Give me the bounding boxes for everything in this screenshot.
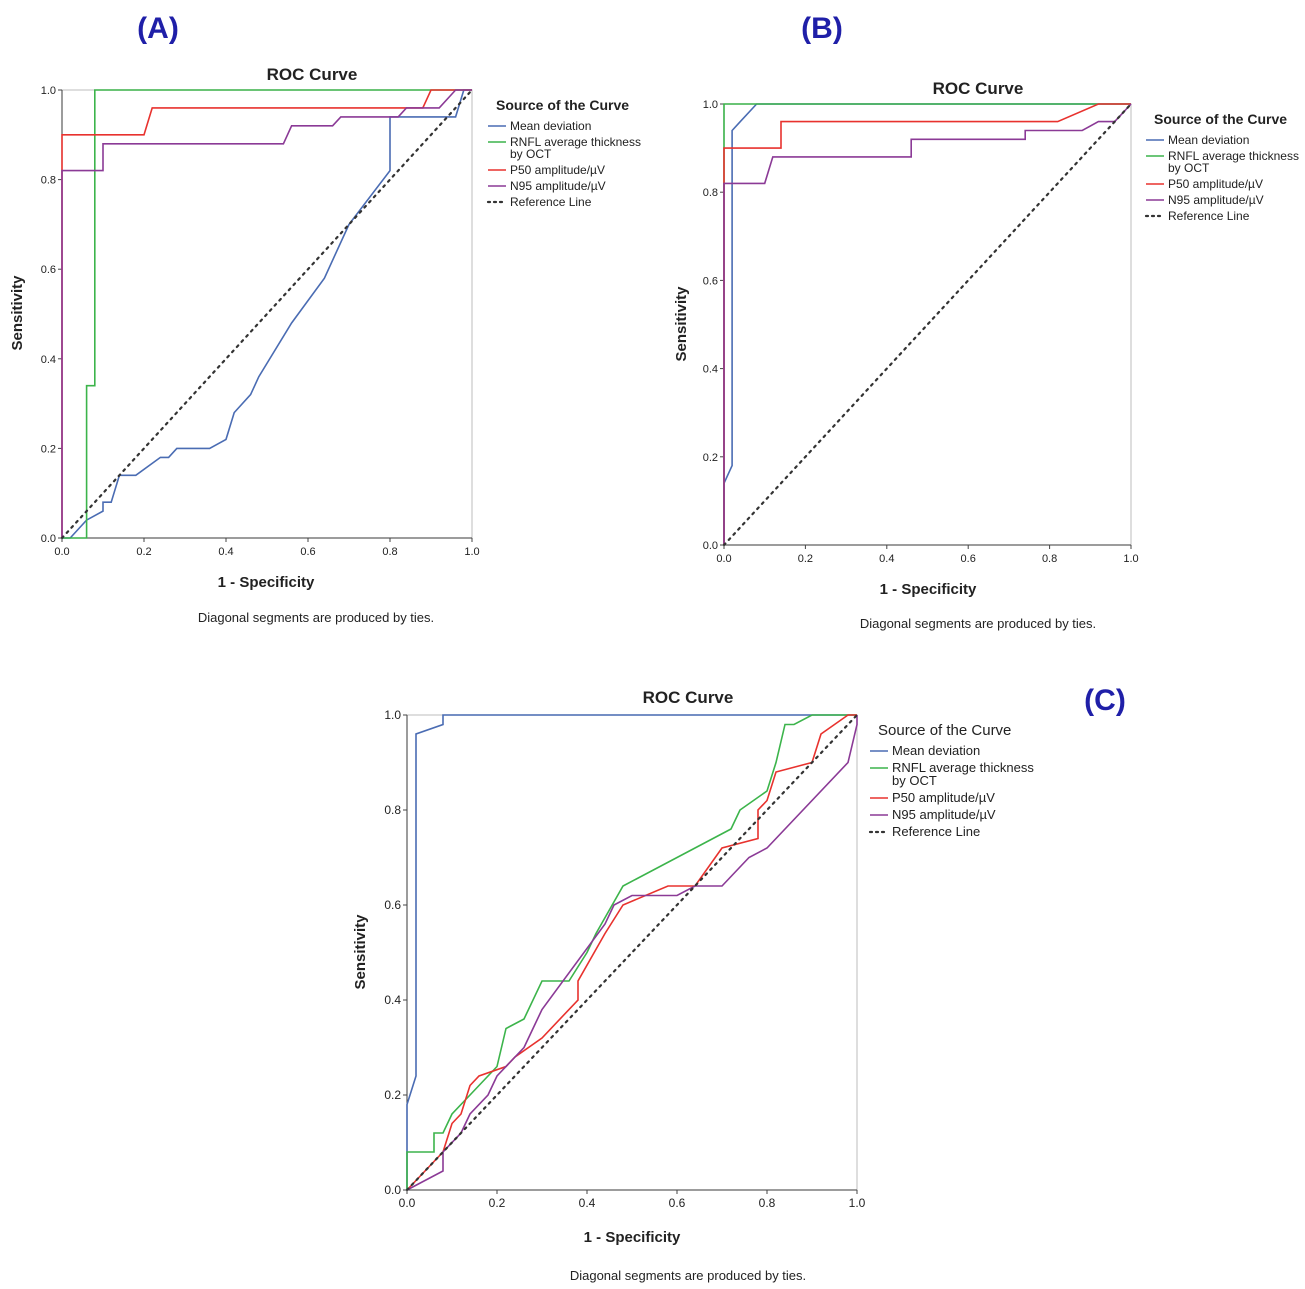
y-tick-label: 0.2 xyxy=(41,443,56,455)
roc-chart-1: (B) ROC Curve 0.00.0 0.2 0.2 0.4 0.4 0.6 0.6 0.8 0… xyxy=(673,12,1299,631)
x-tick-label: 0.0 xyxy=(399,1196,416,1210)
ties-note: Diagonal segments are produced by ties. xyxy=(860,616,1096,631)
series-line-5 xyxy=(60,88,474,540)
y-tick-label: 0.8 xyxy=(41,175,56,187)
legend-label: Reference Line xyxy=(1168,209,1250,223)
x-tick-label: 1.0 xyxy=(464,546,479,558)
series-line-3 xyxy=(723,103,1131,545)
series-line-4 xyxy=(61,89,472,538)
legend-label: Reference Line xyxy=(892,824,980,839)
panel-label: (C) xyxy=(1084,684,1126,717)
legend-label: by OCT xyxy=(892,773,937,788)
legend-title: Source of the Curve xyxy=(496,97,629,113)
legend: Source of the Curve Mean deviation RNFL av… xyxy=(486,97,641,209)
x-axis-label: 1 - Specificity xyxy=(584,1229,681,1246)
legend-label: Mean deviation xyxy=(892,743,980,758)
x-tick-label: 0.2 xyxy=(136,546,151,558)
y-axis-label: Sensitivity xyxy=(9,275,26,351)
y-tick-label: 0.4 xyxy=(703,364,718,376)
legend-label: RNFL average thickness xyxy=(892,760,1034,775)
roc-chart-2: (C) ROC Curve 0.00.0 0.2 0.2 0.4 0.4 0.6 0.6 0.8 0… xyxy=(352,684,1126,1283)
legend-label: N95 amplitude/µV xyxy=(1168,193,1264,207)
y-tick-label: 0.2 xyxy=(384,1088,401,1102)
legend-label: Mean deviation xyxy=(510,119,591,133)
y-tick-label: 0.0 xyxy=(703,540,718,552)
x-tick-label: 0.4 xyxy=(218,546,233,558)
ties-note: Diagonal segments are produced by ties. xyxy=(570,1268,806,1283)
y-tick-label: 0.0 xyxy=(384,1183,401,1197)
x-tick-label: 1.0 xyxy=(1123,553,1138,565)
x-tick-label: 1.0 xyxy=(849,1196,866,1210)
y-tick-label: 0.4 xyxy=(384,993,401,1007)
y-tick-label: 0.6 xyxy=(41,264,56,276)
chart-title: ROC Curve xyxy=(267,65,358,84)
x-tick-label: 0.6 xyxy=(669,1196,686,1210)
y-tick-label: 0.4 xyxy=(41,354,56,366)
x-tick-label: 0.8 xyxy=(1042,553,1057,565)
legend-label: RNFL average thickness xyxy=(510,135,641,149)
legend: Source of the Curve Mean deviation RNFL av… xyxy=(868,722,1034,839)
chart-title: ROC Curve xyxy=(933,79,1024,98)
x-tick-label: 0.0 xyxy=(716,553,731,565)
ties-note: Diagonal segments are produced by ties. xyxy=(198,610,434,625)
x-axis-label: 1 - Specificity xyxy=(880,581,977,598)
series-line-4 xyxy=(406,715,858,1191)
panel-label: (A) xyxy=(137,12,179,45)
x-tick-label: 0.0 xyxy=(54,546,69,558)
legend-label: by OCT xyxy=(510,147,552,161)
y-tick-label: 0.0 xyxy=(41,533,56,545)
series-line-1 xyxy=(406,714,857,1190)
y-tick-label: 0.2 xyxy=(703,452,718,464)
legend-label: RNFL average thickness xyxy=(1168,149,1299,163)
legend-label: N95 amplitude/µV xyxy=(892,807,996,822)
chart-title: ROC Curve xyxy=(643,688,734,707)
legend-label: P50 amplitude/µV xyxy=(510,163,605,177)
y-tick-label: 1.0 xyxy=(41,85,56,97)
series-line-5 xyxy=(405,713,859,1192)
x-axis-label: 1 - Specificity xyxy=(218,574,315,591)
series-line-3 xyxy=(61,89,472,538)
series-line-5 xyxy=(722,102,1133,547)
x-tick-label: 0.2 xyxy=(798,553,813,565)
y-tick-label: 0.8 xyxy=(703,187,718,199)
y-tick-label: 0.8 xyxy=(384,803,401,817)
y-axis-label: Sensitivity xyxy=(352,914,369,990)
series-line-2 xyxy=(62,89,472,539)
series-line-1 xyxy=(62,89,472,539)
legend-label: P50 amplitude/µV xyxy=(1168,177,1263,191)
legend-title: Source of the Curve xyxy=(1154,111,1287,127)
x-tick-label: 0.8 xyxy=(759,1196,776,1210)
legend-label: by OCT xyxy=(1168,161,1210,175)
y-tick-label: 0.6 xyxy=(384,898,401,912)
series-line-3 xyxy=(406,714,857,1191)
legend-label: P50 amplitude/µV xyxy=(892,790,995,805)
legend-title: Source of the Curve xyxy=(878,722,1011,739)
y-tick-label: 1.0 xyxy=(703,99,718,111)
legend-label: N95 amplitude/µV xyxy=(510,179,606,193)
x-tick-label: 0.6 xyxy=(300,546,315,558)
y-tick-label: 0.6 xyxy=(703,275,718,287)
y-tick-label: 1.0 xyxy=(384,708,401,722)
legend-label: Mean deviation xyxy=(1168,133,1249,147)
series-line-2 xyxy=(406,714,857,1190)
legend-label: Reference Line xyxy=(510,195,592,209)
panel-label: (B) xyxy=(801,12,843,45)
y-axis-label: Sensitivity xyxy=(673,286,690,362)
x-tick-label: 0.4 xyxy=(579,1196,596,1210)
x-tick-label: 0.4 xyxy=(879,553,894,565)
x-tick-label: 0.6 xyxy=(961,553,976,565)
legend: Source of the Curve Mean deviation RNFL av… xyxy=(1144,111,1299,223)
roc-chart-0: (A) ROC Curve 0.00.0 0.2 0.2 0.4 0.4 0.6 0.6 0.8 0… xyxy=(9,12,641,625)
x-tick-label: 0.8 xyxy=(382,546,397,558)
x-tick-label: 0.2 xyxy=(489,1196,506,1210)
